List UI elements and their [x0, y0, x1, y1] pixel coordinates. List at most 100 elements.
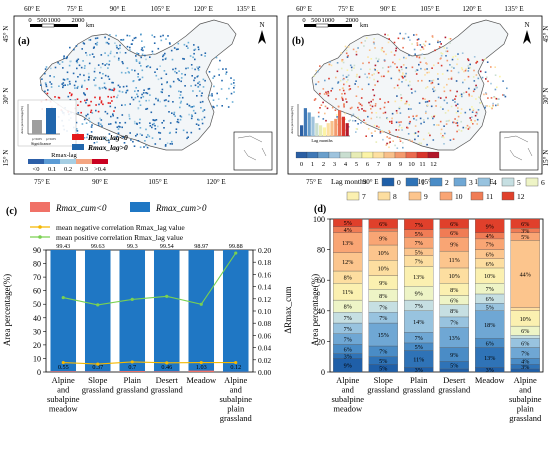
- series-point-c: [234, 251, 238, 255]
- map-pixel: [431, 67, 433, 69]
- map-pixel: [65, 57, 68, 60]
- map-pixel: [473, 88, 476, 91]
- map-pixel: [135, 60, 138, 62]
- map-pixel: [331, 106, 334, 109]
- map-pixel: [61, 83, 63, 85]
- map-pixel: [405, 72, 407, 75]
- map-pixel: [105, 87, 107, 90]
- map-pixel: [129, 49, 131, 51]
- lat-label: 45° N: [542, 26, 550, 43]
- panel-label-d: (d): [314, 204, 326, 215]
- map-pixel: [345, 76, 348, 78]
- map-pixel: [379, 131, 382, 133]
- map-pixel: [112, 113, 114, 115]
- map-pixel: [366, 76, 368, 79]
- segment-label-d: 11%: [342, 289, 353, 296]
- map-pixel: [488, 105, 491, 108]
- map-pixel: [167, 35, 169, 37]
- map-pixel: [438, 46, 441, 48]
- segment-label-d: 7%: [415, 240, 423, 247]
- map-pixel: [349, 88, 352, 90]
- map-pixel: [184, 85, 186, 87]
- y2-tick-label-c: 0.14: [258, 283, 271, 292]
- map-pixel: [104, 52, 106, 54]
- map-pixel: [108, 123, 110, 125]
- map-pixel: [134, 69, 136, 72]
- map-pixel: [464, 69, 467, 72]
- segment-label-d: 5%: [415, 249, 423, 256]
- y-tick-label-d: 20: [317, 337, 325, 346]
- map-pixel: [403, 56, 405, 59]
- map-pixel: [415, 119, 418, 121]
- colorbar-segment: [60, 159, 76, 164]
- map-pixel: [433, 64, 435, 67]
- map-pixel: [490, 97, 493, 99]
- map-pixel: [371, 111, 373, 114]
- map-pixel: [391, 112, 394, 115]
- map-pixel: [441, 52, 444, 55]
- map-pixel: [449, 38, 452, 40]
- map-pixel: [122, 136, 125, 139]
- map-pixel: [506, 87, 508, 90]
- bar-value-label-positive: 99.43: [56, 243, 70, 250]
- map-pixel: [396, 95, 398, 97]
- map-pixel: [62, 82, 65, 84]
- map-pixel: [151, 126, 153, 129]
- y-tick-label-c: 60: [33, 287, 41, 296]
- map-pixel: [399, 140, 402, 142]
- segment-label-d: 44%: [520, 271, 531, 278]
- legend-c: Rmax_cum<0 Rmax_cum>0: [30, 202, 207, 213]
- map-pixel: [481, 76, 484, 79]
- map-pixel: [88, 62, 91, 65]
- map-pixel: [85, 114, 87, 117]
- top-lon-label: 90° E: [110, 5, 126, 13]
- legend-swatch-cum-pos: [130, 202, 150, 212]
- map-pixel: [83, 93, 86, 95]
- map-pixel: [388, 130, 390, 132]
- map-pixel: [191, 75, 193, 77]
- top-lon-label: 75° E: [67, 5, 83, 13]
- y2-tick-label-c: 0.04: [258, 344, 271, 353]
- map-pixel: [49, 81, 51, 83]
- map-pixel: [457, 110, 459, 113]
- top-lon-label: 105° E: [151, 5, 170, 13]
- map-pixel: [404, 32, 407, 35]
- map-pixel: [98, 103, 100, 106]
- map-pixel: [414, 53, 416, 55]
- legend-label-d: 4: [493, 178, 497, 187]
- map-pixel: [422, 138, 425, 141]
- map-pixel: [377, 72, 380, 74]
- map-pixel: [422, 119, 425, 121]
- map-pixel: [230, 83, 233, 85]
- map-pixel: [484, 107, 486, 109]
- map-pixel: [329, 61, 331, 63]
- map-pixel: [341, 93, 343, 95]
- map-pixel: [217, 98, 220, 100]
- map-pixel: [378, 58, 380, 61]
- map-pixel: [100, 77, 103, 79]
- map-pixel: [423, 57, 426, 59]
- map-pixel: [343, 106, 345, 108]
- map-pixel: [401, 75, 404, 78]
- map-pixel: [349, 107, 352, 110]
- map-pixel: [106, 41, 109, 44]
- map-pixel: [49, 75, 51, 77]
- map-pixel: [407, 36, 410, 39]
- series-line-c: [63, 252, 237, 306]
- map-pixel: [398, 71, 401, 73]
- map-pixel: [474, 114, 477, 117]
- map-pixel: [127, 71, 130, 73]
- map-pixel: [76, 98, 79, 100]
- segment-label-d: 7%: [415, 222, 423, 229]
- colorbar-tick: 0.2: [64, 166, 72, 173]
- segment-label-d: 6%: [486, 261, 494, 268]
- segment-label-d: 9%: [379, 236, 387, 243]
- map-pixel: [426, 86, 429, 88]
- map-pixel: [168, 42, 171, 44]
- map-pixel: [231, 101, 234, 103]
- map-pixel: [212, 77, 214, 79]
- x-category-label-d: subalpine: [509, 394, 542, 404]
- map-pixel: [473, 56, 476, 58]
- map-pixel: [81, 123, 84, 125]
